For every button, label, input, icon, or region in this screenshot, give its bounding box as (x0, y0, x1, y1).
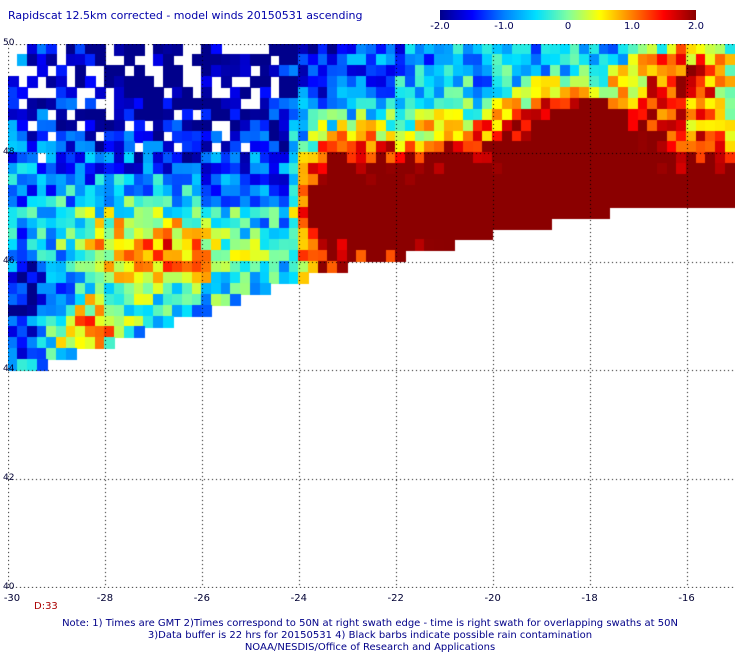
colorbar-tick: 2.0 (688, 21, 704, 32)
colorbar-tick: -1.0 (494, 21, 514, 32)
footnote-line-2: 3)Data buffer is 22 hrs for 20150531 4) … (147, 630, 593, 641)
latitude-label: 46 (3, 255, 15, 266)
longitude-label: -20 (484, 593, 501, 604)
footnote-line-3: NOAA/NESDIS/Office of Research and Appli… (244, 642, 496, 653)
longitude-label: -18 (581, 593, 598, 604)
colorbar (440, 10, 696, 20)
longitude-label: -28 (96, 593, 114, 604)
latitude-label: 48 (3, 146, 15, 157)
footnotes: Note: 1) Times are GMT 2)Times correspon… (0, 618, 740, 654)
colorbar-tick: -2.0 (430, 21, 450, 32)
time-label: D:33 (34, 601, 58, 612)
longitude-label: -24 (290, 593, 307, 604)
footnote-line-1: Note: 1) Times are GMT 2)Times correspon… (62, 618, 678, 629)
colorbar-tick: 1.0 (624, 21, 640, 32)
colorbar-tick: 0 (564, 21, 572, 32)
latitude-label: 50 (3, 38, 15, 48)
longitude-label: -22 (387, 593, 404, 604)
plot-title: Rapidscat 12.5km corrected - model winds… (8, 9, 363, 22)
latitude-label: 42 (3, 473, 15, 484)
longitude-label: -16 (678, 593, 695, 604)
wind-difference-map (8, 44, 735, 588)
longitude-label: -30 (3, 593, 21, 604)
latitude-label: 40 (3, 582, 15, 592)
longitude-label: -26 (193, 593, 211, 604)
latitude-label: 44 (3, 364, 15, 375)
